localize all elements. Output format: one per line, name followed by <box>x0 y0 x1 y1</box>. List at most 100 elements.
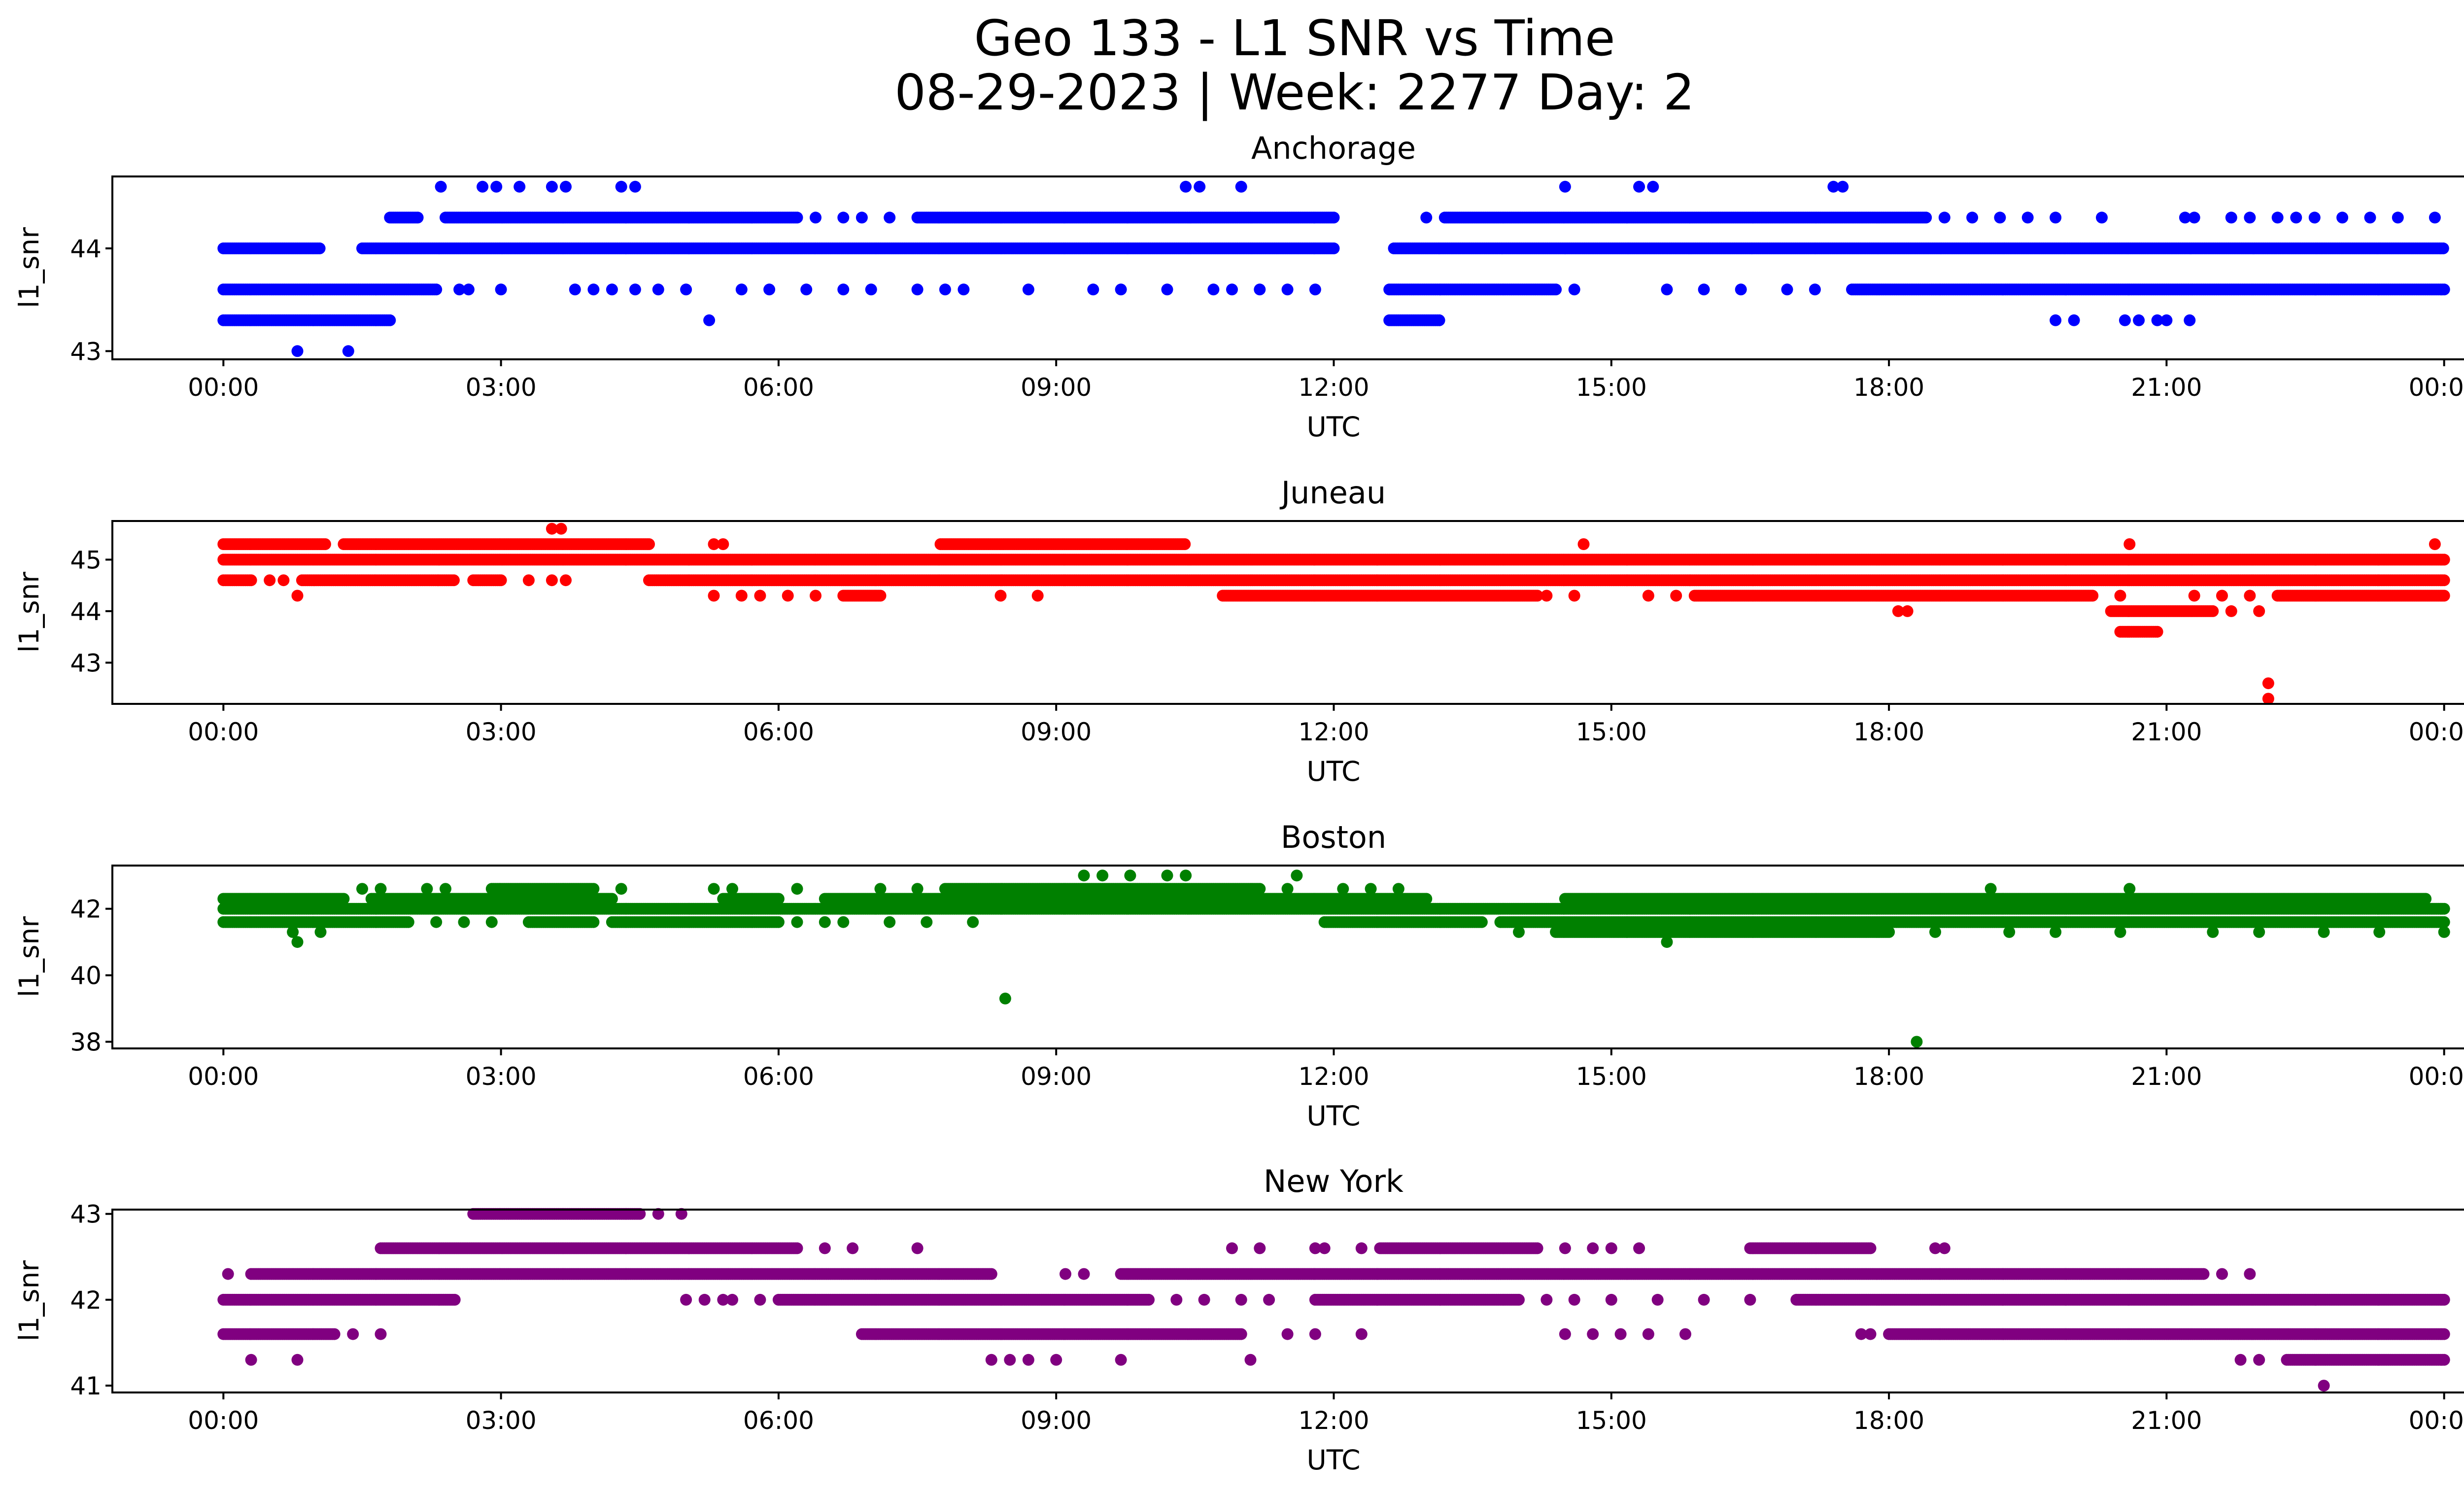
data-point <box>2133 314 2145 326</box>
data-point <box>1809 283 1821 296</box>
x-axis-label: UTC <box>1306 411 1360 443</box>
data-point <box>2392 211 2404 224</box>
data-point <box>1568 283 1580 296</box>
data-point <box>490 180 503 193</box>
x-tick-label: 03:00 <box>466 373 537 402</box>
data-point <box>856 211 868 224</box>
data-point <box>569 283 581 296</box>
data-point <box>1966 211 1979 224</box>
data-point <box>2096 211 2108 224</box>
data-point <box>587 283 600 296</box>
x-tick-label: 09:00 <box>1021 373 1092 402</box>
data-point <box>1938 211 1951 224</box>
data-point <box>291 345 304 357</box>
data-point <box>1647 180 1659 193</box>
data-point <box>1226 283 1238 296</box>
y-tick-label: 43 <box>70 337 102 366</box>
data-point <box>1328 242 1340 254</box>
y-axis-label: l1_snr <box>13 227 45 308</box>
data-point <box>1022 283 1034 296</box>
data-point <box>2225 211 2237 224</box>
data-point <box>652 283 664 296</box>
data-point <box>2271 211 2284 224</box>
data-point <box>560 574 572 587</box>
data-point <box>2021 211 2034 224</box>
data-point <box>837 211 850 224</box>
data-point <box>546 180 558 193</box>
data-point <box>1550 283 1562 296</box>
data-point <box>615 180 627 193</box>
x-tick-label: 18:00 <box>1853 373 1924 402</box>
data-point <box>1180 180 1192 193</box>
data-point <box>1420 211 1433 224</box>
data-point <box>939 283 951 296</box>
data-point <box>546 574 558 587</box>
data-point <box>2050 211 2062 224</box>
data-point <box>1781 283 1793 296</box>
data-point <box>1281 283 1294 296</box>
data-point <box>800 283 813 296</box>
data-point <box>958 283 970 296</box>
data-point <box>1115 283 1127 296</box>
data-point <box>1735 283 1747 296</box>
data-point <box>680 283 692 296</box>
data-point <box>264 574 276 587</box>
data-point <box>1633 180 1645 193</box>
data-point <box>1920 211 1932 224</box>
data-point <box>342 345 354 357</box>
data-point <box>1994 211 2006 224</box>
data-point <box>2290 211 2302 224</box>
data-point <box>884 211 896 224</box>
data-point <box>629 180 641 193</box>
data-point <box>1254 283 1266 296</box>
data-point <box>810 211 821 224</box>
data-point <box>763 283 776 296</box>
scatter-points <box>217 180 2450 357</box>
x-tick-label: 00:00 <box>188 373 259 402</box>
data-point <box>791 211 803 224</box>
data-point <box>1433 314 1445 326</box>
panel-title: Juneau <box>1279 475 1386 511</box>
figure-title-line1: Geo 133 - L1 SNR vs Time <box>974 9 1615 67</box>
data-point <box>629 283 641 296</box>
x-tick-label: 06:00 <box>743 373 814 402</box>
data-point <box>1837 180 1849 193</box>
data-point <box>245 574 257 587</box>
data-point <box>522 574 535 587</box>
data-point <box>703 314 716 326</box>
panel-anchorage: Anchorage 00:00 03:00 06:00 09:00 12:00 15:00… <box>13 130 2464 443</box>
data-point <box>2429 211 2441 224</box>
data-point <box>606 283 618 296</box>
data-point <box>911 283 924 296</box>
data-point <box>2438 283 2450 296</box>
data-point <box>411 211 424 224</box>
figure-title-line2: 08-29-2023 | Week: 2277 Day: 2 <box>894 64 1694 121</box>
data-point <box>735 283 748 296</box>
data-point <box>2160 314 2173 326</box>
data-point <box>513 180 526 193</box>
data-point <box>462 283 475 296</box>
data-point <box>319 538 331 550</box>
x-tick-label: 12:00 <box>1298 373 1369 402</box>
data-point <box>1328 211 1340 224</box>
data-point <box>2336 211 2349 224</box>
data-point <box>313 242 326 254</box>
data-point <box>2119 314 2131 326</box>
data-point <box>495 283 507 296</box>
data-point <box>1207 283 1220 296</box>
data-point <box>2068 314 2080 326</box>
y-tick-label: 44 <box>70 235 102 263</box>
data-point <box>1235 180 1247 193</box>
data-point <box>2437 242 2449 254</box>
data-point <box>2308 211 2321 224</box>
data-point <box>2184 314 2196 326</box>
data-point <box>1194 180 1206 193</box>
data-point <box>277 574 290 587</box>
x-tick-label: 21:00 <box>2131 373 2202 402</box>
data-point <box>837 283 850 296</box>
data-point <box>2188 211 2200 224</box>
data-point <box>2050 314 2062 326</box>
data-point <box>495 574 507 587</box>
data-point <box>477 180 489 193</box>
